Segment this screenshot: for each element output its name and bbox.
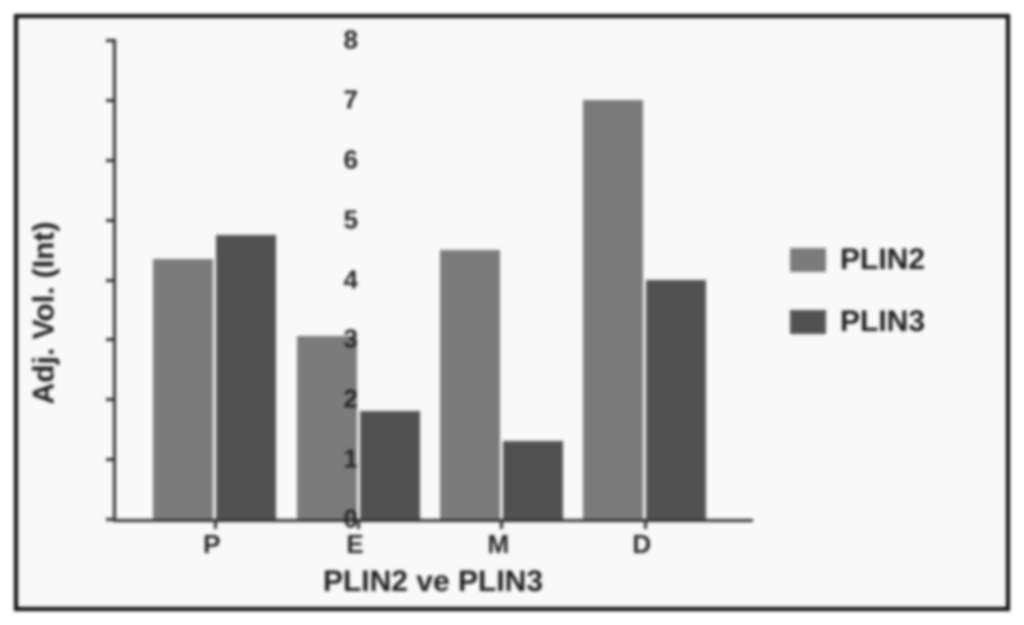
legend-item-PLIN3: PLIN3: [790, 305, 1000, 339]
legend-item-PLIN2: PLIN2: [790, 243, 1000, 277]
y-tick: [106, 279, 116, 282]
y-tick: [106, 338, 116, 341]
legend: PLIN2 PLIN3: [790, 243, 1000, 367]
bar-PLIN2-M: [440, 250, 500, 519]
x-axis-label: PLIN2 ve PLIN3: [113, 565, 753, 599]
y-tick-label: 6: [344, 144, 358, 175]
x-tick-label: M: [488, 529, 510, 560]
y-tick: [106, 398, 116, 401]
legend-swatch: [790, 310, 826, 334]
legend-label: PLIN3: [840, 305, 925, 339]
y-axis-label: Adj. Vol. (Int): [27, 221, 61, 404]
y-tick: [106, 159, 116, 162]
y-tick: [106, 219, 116, 222]
bar-PLIN3-M: [503, 441, 563, 519]
y-tick-label: 5: [344, 204, 358, 235]
plot-area: [113, 40, 753, 522]
y-tick: [106, 99, 116, 102]
legend-swatch: [790, 248, 826, 272]
y-tick: [106, 39, 116, 42]
y-tick-label: 8: [344, 25, 358, 56]
y-axis-label-container: Adj. Vol. (Int): [26, 18, 62, 607]
x-tick-label: E: [346, 529, 363, 560]
y-tick-label: 1: [344, 444, 358, 475]
bar-PLIN3-E: [360, 411, 420, 519]
bar-PLIN3-P: [216, 235, 276, 519]
x-tick-label: P: [203, 529, 220, 560]
x-tick-label: D: [632, 529, 651, 560]
bar-PLIN3-D: [646, 280, 706, 520]
y-tick-label: 7: [344, 84, 358, 115]
bar-PLIN2-P: [153, 259, 213, 519]
legend-label: PLIN2: [840, 243, 925, 277]
y-tick-label: 2: [344, 384, 358, 415]
x-tick: [214, 519, 217, 529]
chart-frame: Adj. Vol. (Int) 012345678 PEMD PLIN2 ve …: [14, 14, 1010, 611]
x-tick: [500, 519, 503, 529]
x-tick: [644, 519, 647, 529]
y-tick-label: 4: [344, 264, 358, 295]
bar-PLIN2-E: [297, 336, 357, 519]
y-tick: [106, 518, 116, 521]
y-tick: [106, 458, 116, 461]
y-tick-label: 3: [344, 324, 358, 355]
bar-PLIN2-D: [583, 100, 643, 519]
